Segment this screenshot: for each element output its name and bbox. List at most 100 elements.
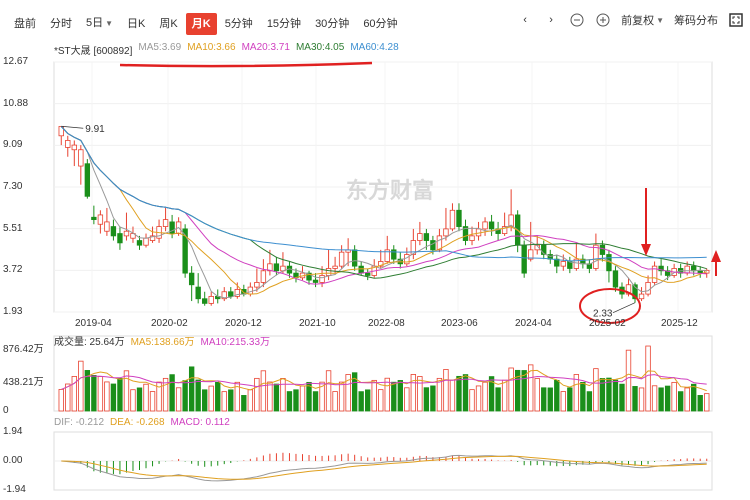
candle-body (143, 237, 149, 246)
volume-bar (195, 379, 201, 412)
volume-bar (619, 383, 625, 412)
adjust-dropdown[interactable]: 前复权 ▼ (621, 12, 664, 28)
volume-bar (312, 391, 319, 412)
volume-bar (332, 391, 338, 412)
candle-body (71, 144, 77, 151)
chip-distribution-button[interactable]: 筹码分布 (674, 12, 718, 28)
volume-bar (97, 376, 104, 412)
macd-tick-label: 0.00 (3, 455, 23, 466)
candle-body (365, 272, 371, 276)
zoom-out-icon[interactable] (569, 12, 585, 28)
volume-bar (567, 387, 573, 412)
volume-bar (136, 387, 143, 412)
tab-7[interactable]: 15分钟 (266, 17, 302, 30)
volume-bar (143, 383, 149, 412)
candle-body (697, 270, 703, 274)
volume-bar (345, 374, 351, 412)
volume-bar (423, 387, 430, 412)
candle-body (378, 261, 384, 267)
volume-bar (254, 377, 260, 412)
tab-4[interactable]: 周K (159, 17, 178, 30)
red-underline-markup (119, 61, 373, 68)
candle-body (651, 265, 658, 283)
period-tabs: 盘前 分时 5日 ▼ 日K 周K 月K 5分钟 15分钟 30分钟 60分钟 (8, 12, 406, 35)
volume-bar (306, 381, 312, 412)
price-tick-label: 7.30 (3, 181, 23, 192)
candle-body (351, 249, 358, 267)
tab-2[interactable]: 5日 ▼ (86, 17, 114, 29)
volume-bar (534, 378, 540, 412)
macd-legend-item-2: MACD: 0.112 (170, 417, 230, 428)
volume-bar (280, 378, 286, 412)
volume-bar (488, 376, 495, 412)
volume-bar (495, 387, 501, 412)
volume-bar (469, 389, 475, 412)
volume-bar (365, 389, 371, 412)
volume-bar (175, 387, 182, 412)
volume-bar (91, 375, 97, 412)
price-tick-label: 1.93 (3, 306, 23, 317)
volume-bar (541, 387, 547, 412)
volume-bar (234, 381, 240, 412)
volume-bar (593, 368, 599, 412)
volume-bar (228, 389, 234, 412)
fullscreen-icon[interactable] (728, 12, 744, 28)
volume-bar (436, 377, 443, 412)
price-tick-label: 5.51 (3, 222, 23, 234)
volume-bar (319, 381, 325, 412)
volume-bar (260, 370, 267, 412)
price-tick-label: 3.72 (3, 264, 23, 276)
chevron-down-icon: ▼ (656, 15, 664, 25)
candle-body (573, 258, 580, 269)
red-circle-markup (579, 288, 641, 324)
toolbar-tools: ‹ › 前复权 ▼ 筹码分布 (507, 12, 744, 28)
candle-body (78, 149, 84, 167)
date-tick-label: 2023-06 (441, 318, 478, 329)
candle-body (469, 235, 475, 241)
candle-body (417, 233, 423, 241)
tab-3[interactable]: 日K (127, 17, 146, 30)
candle-body (195, 286, 201, 300)
date-tick-label: 2025-12 (661, 318, 698, 329)
candle-body (188, 272, 195, 286)
candle-body (221, 291, 227, 300)
volume-bar (371, 379, 377, 412)
candle-body (260, 270, 267, 283)
low-annotation-pointer (612, 302, 636, 314)
tab-8[interactable]: 30分钟 (315, 17, 350, 30)
volume-bar (612, 379, 619, 412)
volume-bar (358, 391, 364, 412)
volume-bar (671, 381, 677, 412)
tab-5[interactable]: 月K (185, 12, 217, 35)
volume-legend-item-0: 成交量: 25.64万 (54, 337, 125, 348)
tab-6[interactable]: 5分钟 (224, 17, 253, 30)
dea-line (61, 455, 707, 480)
chevron-down-icon: ▼ (105, 19, 114, 28)
tab-0[interactable]: 盘前 (14, 17, 36, 30)
date-tick-label: 2019-04 (75, 318, 112, 329)
price-tick-label: 12.67 (3, 56, 29, 67)
date-tick-label: 2022-08 (368, 318, 405, 329)
volume-bar (645, 345, 651, 412)
volume-bar (123, 370, 130, 412)
candle-body (645, 282, 651, 295)
date-tick-label: 2020-02 (151, 318, 188, 329)
volume-ma10-line (61, 374, 707, 390)
next-arrow-icon[interactable]: › (549, 14, 553, 26)
candle-body (358, 265, 364, 274)
prev-arrow-icon[interactable]: ‹ (523, 14, 527, 26)
candle-body (306, 272, 312, 281)
tab-1[interactable]: 分时 (50, 17, 72, 30)
zoom-in-icon[interactable] (595, 12, 611, 28)
candle-body (443, 228, 449, 237)
macd-legend-item-0: DIF: -0.212 (54, 417, 105, 428)
ma-legend-item-1: MA10:3.66 (187, 42, 236, 53)
volume-bar (554, 379, 560, 412)
volume-bar (110, 383, 117, 412)
price-tick-label: 10.88 (3, 97, 29, 109)
tab-9[interactable]: 60分钟 (363, 17, 398, 30)
volume-bar (391, 381, 397, 412)
candle-body (332, 265, 338, 269)
candle-body (658, 265, 664, 272)
